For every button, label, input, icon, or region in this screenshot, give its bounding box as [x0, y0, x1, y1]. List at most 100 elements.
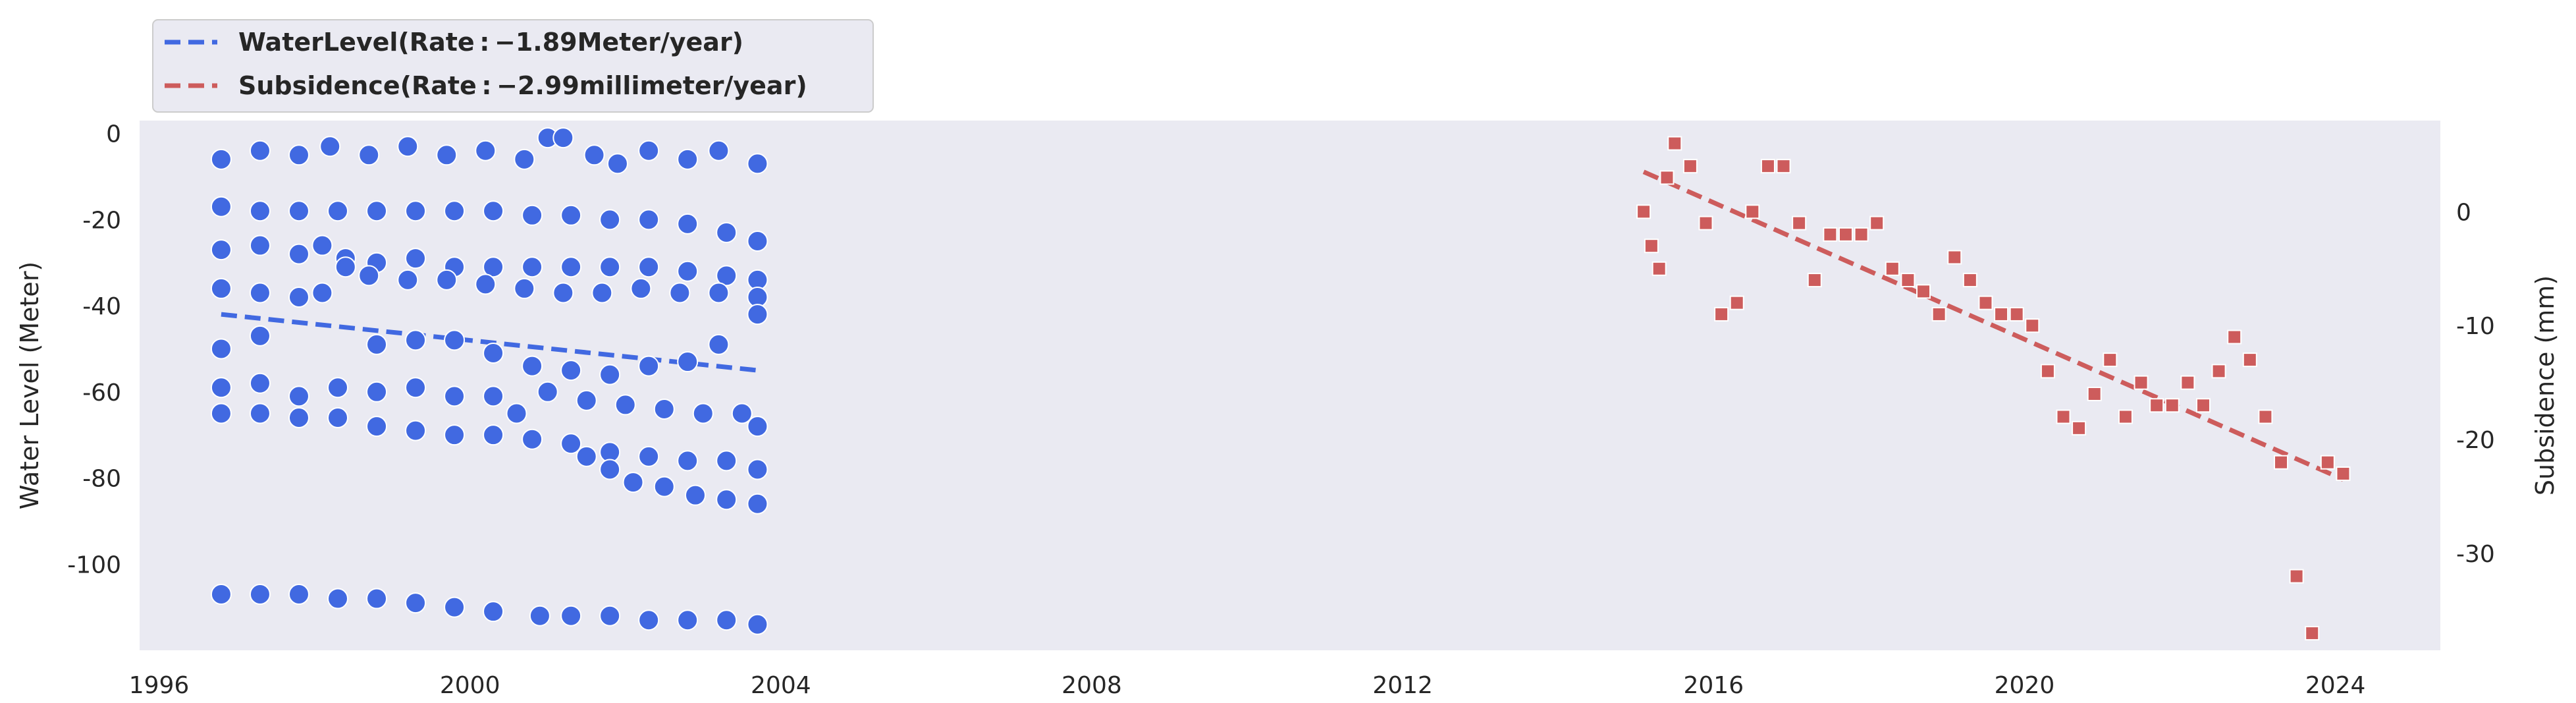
waterlevel-point: [576, 445, 597, 467]
waterlevel-point: [358, 144, 380, 166]
waterlevel-point: [249, 282, 271, 304]
waterlevel-point: [483, 200, 504, 222]
waterlevel-point: [249, 584, 271, 605]
left-y-axis: 0 -20 -40 -60 -80 -100: [67, 121, 121, 579]
waterlevel-point: [335, 256, 356, 278]
subsidence-point: [1823, 227, 1838, 242]
subsidence-point: [2149, 398, 2164, 413]
waterlevel-point: [560, 360, 582, 381]
subsidence-point: [2320, 455, 2335, 470]
subsidence-point: [1947, 250, 1962, 265]
subsidence-point: [2242, 352, 2257, 368]
waterlevel-point: [716, 489, 738, 511]
waterlevel-point: [444, 424, 466, 446]
waterlevel-point: [716, 609, 738, 631]
subsidence-point: [1682, 159, 1698, 174]
subsidence-point: [1667, 136, 1682, 151]
legend: WaterLevel(Rate : −1.89Meter/year) Subsi…: [152, 19, 874, 113]
waterlevel-point: [249, 403, 271, 424]
waterlevel-trend-line: [221, 312, 758, 373]
subsidence-point: [2289, 569, 2304, 584]
waterlevel-point: [692, 403, 714, 424]
waterlevel-point: [210, 277, 232, 299]
subsidence-point: [1651, 261, 1667, 276]
waterlevel-point: [591, 282, 613, 304]
x-tick-label: 2016: [1684, 672, 1744, 699]
subsidence-point: [1994, 306, 2009, 322]
subsidence-point: [1776, 159, 1791, 174]
waterlevel-point: [560, 605, 582, 627]
waterlevel-trend-group: [221, 312, 758, 373]
legend-box: [152, 19, 874, 113]
subsidence-point: [2025, 318, 2040, 333]
waterlevel-point: [249, 372, 271, 394]
waterlevel-point: [576, 389, 597, 411]
subsidence-points: [1636, 136, 2351, 641]
subsidence-point: [1792, 215, 1807, 231]
waterlevel-point: [366, 416, 388, 437]
waterlevel-point: [677, 148, 699, 170]
waterlevel-point: [210, 196, 232, 217]
waterlevel-point: [537, 381, 558, 403]
x-tick-label: 2000: [440, 672, 500, 699]
subsidence-point: [2087, 386, 2102, 401]
left-y-tick-label: -100: [67, 551, 121, 578]
waterlevel-point: [514, 277, 535, 299]
x-tick-label: 2008: [1061, 672, 1122, 699]
waterlevel-point: [483, 424, 504, 446]
subsidence-point: [2336, 466, 2351, 481]
waterlevel-point: [444, 596, 466, 618]
waterlevel-point: [622, 472, 644, 493]
subsidence-point: [1644, 239, 1659, 254]
waterlevel-point: [638, 609, 660, 631]
right-y-tick-label: -30: [2456, 541, 2495, 568]
waterlevel-point: [677, 609, 699, 631]
waterlevel-point: [327, 200, 349, 222]
left-y-tick-label: -60: [82, 380, 121, 407]
waterlevel-point: [747, 459, 768, 480]
waterlevel-point: [288, 584, 309, 605]
waterlevel-point: [599, 459, 621, 480]
waterlevel-point: [560, 204, 582, 226]
waterlevel-point: [677, 450, 699, 472]
waterlevel-point: [397, 136, 419, 157]
waterlevel-point: [716, 221, 738, 243]
waterlevel-point: [716, 265, 738, 287]
waterlevel-point: [210, 377, 232, 399]
waterlevel-point: [405, 200, 427, 222]
waterlevel-point: [366, 381, 388, 403]
waterlevel-point: [677, 351, 699, 373]
waterlevel-point: [483, 342, 504, 364]
subsidence-point: [2195, 398, 2211, 413]
subsidence-point: [2056, 409, 2071, 424]
x-tick-label: 2012: [1372, 672, 1433, 699]
waterlevel-point: [529, 605, 550, 627]
waterlevel-point: [366, 588, 388, 609]
waterlevel-point: [210, 148, 232, 170]
subsidence-point: [1636, 204, 1651, 219]
waterlevel-point: [716, 450, 738, 472]
waterlevel-point: [677, 260, 699, 282]
waterlevel-point: [483, 385, 504, 407]
waterlevel-point: [249, 200, 271, 222]
waterlevel-point: [599, 364, 621, 385]
waterlevel-point: [638, 256, 660, 278]
waterlevel-point: [638, 140, 660, 161]
right-y-tick-label: -10: [2456, 313, 2495, 340]
subsidence-point: [2211, 364, 2226, 379]
waterlevel-point: [444, 385, 466, 407]
subsidence-point: [1760, 159, 1775, 174]
waterlevel-point: [288, 243, 309, 265]
waterlevel-point: [436, 144, 458, 166]
subsidence-point: [2103, 352, 2118, 368]
waterlevel-point: [669, 282, 691, 304]
waterlevel-point: [311, 235, 333, 256]
waterlevel-points: [210, 127, 768, 635]
subsidence-point: [1962, 273, 1977, 288]
waterlevel-point: [638, 355, 660, 377]
subsidence-point: [2274, 455, 2289, 470]
right-y-tick-label: 0: [2456, 199, 2471, 226]
waterlevel-point: [444, 329, 466, 351]
waterlevel-point: [583, 144, 605, 166]
